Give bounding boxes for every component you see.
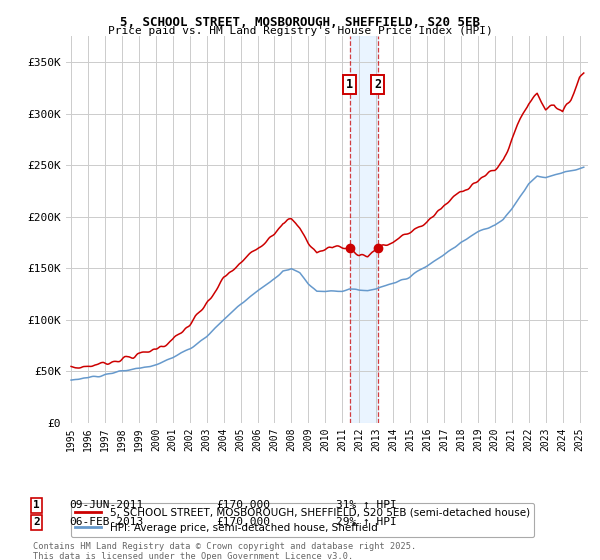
Text: 5, SCHOOL STREET, MOSBOROUGH, SHEFFIELD, S20 5EB: 5, SCHOOL STREET, MOSBOROUGH, SHEFFIELD,… xyxy=(120,16,480,29)
Text: 1: 1 xyxy=(346,78,353,91)
Text: £170,000: £170,000 xyxy=(216,500,270,510)
Text: 2: 2 xyxy=(374,78,381,91)
Text: Contains HM Land Registry data © Crown copyright and database right 2025.
This d: Contains HM Land Registry data © Crown c… xyxy=(33,542,416,560)
Text: 06-FEB-2013: 06-FEB-2013 xyxy=(69,517,143,528)
Text: 09-JUN-2011: 09-JUN-2011 xyxy=(69,500,143,510)
Text: 1: 1 xyxy=(33,500,40,510)
Text: Price paid vs. HM Land Registry's House Price Index (HPI): Price paid vs. HM Land Registry's House … xyxy=(107,26,493,36)
Text: £170,000: £170,000 xyxy=(216,517,270,528)
Bar xyxy=(350,36,377,423)
Legend: 5, SCHOOL STREET, MOSBOROUGH, SHEFFIELD, S20 5EB (semi-detached house), HPI: Ave: 5, SCHOOL STREET, MOSBOROUGH, SHEFFIELD,… xyxy=(71,503,534,537)
Text: 2: 2 xyxy=(33,517,40,528)
Text: 31% ↑ HPI: 31% ↑ HPI xyxy=(336,500,397,510)
Text: 29% ↑ HPI: 29% ↑ HPI xyxy=(336,517,397,528)
